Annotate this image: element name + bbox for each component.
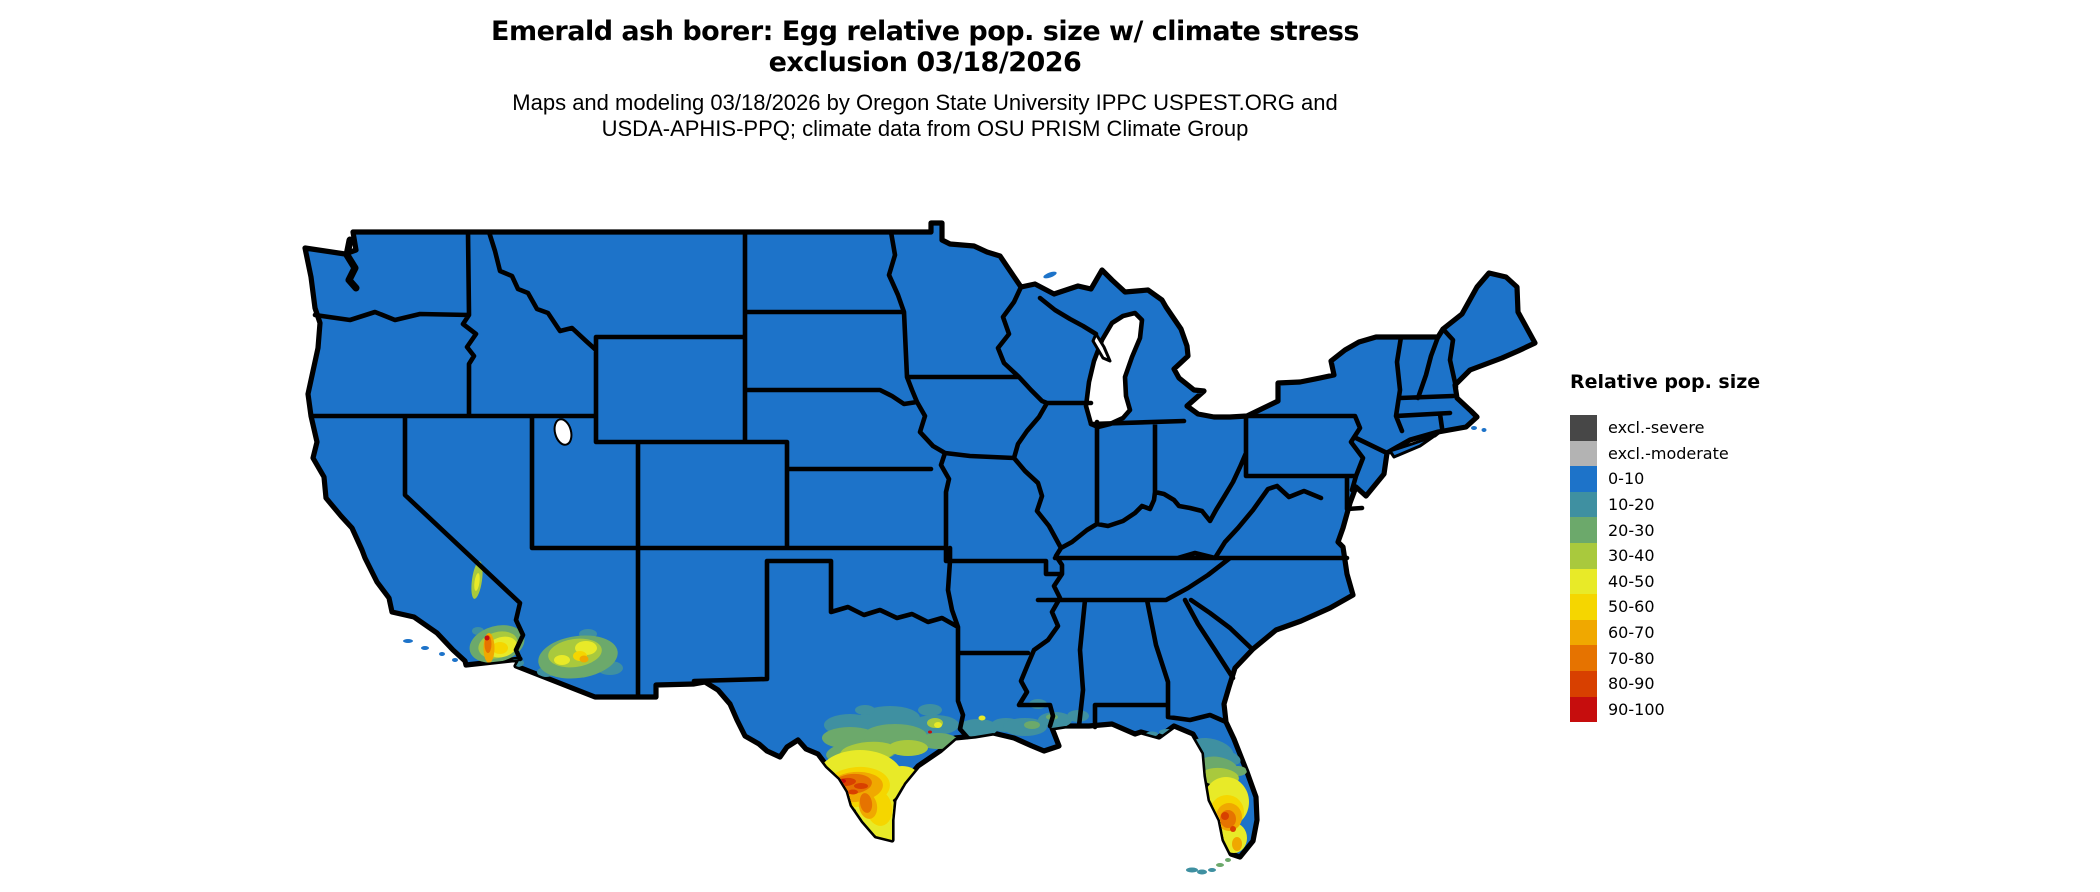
us-map bbox=[290, 220, 1560, 890]
heat-class-90-100 bbox=[484, 635, 932, 783]
legend-row: excl.-moderate bbox=[1570, 440, 1870, 467]
title-line-2: exclusion 03/18/2026 bbox=[768, 47, 1082, 78]
subtitle-line-1: Maps and modeling 03/18/2026 by Oregon S… bbox=[512, 90, 1338, 115]
land-base bbox=[302, 220, 1538, 860]
heat-overlays bbox=[469, 561, 1249, 853]
legend-swatch-90-100 bbox=[1570, 696, 1597, 723]
legend-swatch-80-90 bbox=[1570, 670, 1597, 697]
great-lakes bbox=[553, 310, 1145, 446]
florida-keys bbox=[1186, 858, 1231, 875]
green-bay bbox=[1091, 332, 1112, 363]
long-island bbox=[1388, 430, 1442, 459]
legend-swatch-20-30 bbox=[1570, 517, 1597, 543]
lake-michigan bbox=[1083, 310, 1145, 430]
legend-label: 90-100 bbox=[1608, 699, 1665, 719]
legend-swatch-40-50 bbox=[1570, 568, 1597, 595]
map-legend: Relative pop. size excl.-severe excl.-mo… bbox=[1570, 371, 1870, 723]
legend-row: 60-70 bbox=[1570, 619, 1870, 646]
legend-swatch-0-10 bbox=[1570, 466, 1597, 492]
title-line-1: Emerald ash borer: Egg relative pop. siz… bbox=[491, 16, 1359, 47]
legend-label: 10-20 bbox=[1608, 495, 1655, 515]
legend-row: excl.-severe bbox=[1570, 415, 1870, 441]
subtitle-line-2: USDA-APHIS-PPQ; climate data from OSU PR… bbox=[601, 116, 1249, 141]
legend-label: 20-30 bbox=[1608, 520, 1655, 540]
legend-title: Relative pop. size bbox=[1570, 371, 1761, 393]
legend-row: 10-20 bbox=[1570, 491, 1870, 518]
legend-row: 30-40 bbox=[1570, 542, 1870, 569]
legend-label: excl.-severe bbox=[1608, 418, 1705, 438]
legend-label: 30-40 bbox=[1608, 546, 1655, 566]
legend-label: 70-80 bbox=[1608, 648, 1655, 668]
legend-label: 50-60 bbox=[1608, 597, 1655, 617]
legend-row: 70-80 bbox=[1570, 645, 1870, 671]
legend-swatch-excl-moderate bbox=[1570, 440, 1597, 467]
legend-swatch-70-80 bbox=[1570, 645, 1597, 671]
legend-label: 60-70 bbox=[1608, 623, 1655, 643]
legend-swatch-excl-severe bbox=[1570, 415, 1597, 441]
great-salt-lake bbox=[553, 418, 573, 446]
legend-row: 20-30 bbox=[1570, 517, 1870, 543]
legend-label: excl.-moderate bbox=[1608, 443, 1729, 463]
map-subtitle: Maps and modeling 03/18/2026 by Oregon S… bbox=[0, 90, 1850, 142]
legend-swatch-30-40 bbox=[1570, 542, 1597, 569]
legend-label: 0-10 bbox=[1608, 469, 1645, 489]
legend-row: 50-60 bbox=[1570, 594, 1870, 620]
legend-swatch-10-20 bbox=[1570, 491, 1597, 518]
us-map-svg bbox=[302, 220, 1538, 875]
map-title: Emerald ash borer: Egg relative pop. siz… bbox=[0, 16, 1850, 78]
channel-islands bbox=[403, 639, 413, 643]
state-borders bbox=[308, 229, 1459, 740]
legend-row: 0-10 bbox=[1570, 466, 1870, 492]
legend-swatch-50-60 bbox=[1570, 594, 1597, 620]
legend-label: 40-50 bbox=[1608, 571, 1655, 591]
legend-label: 80-90 bbox=[1608, 674, 1655, 694]
puget-sound bbox=[343, 236, 360, 292]
legend-items: excl.-severe excl.-moderate 0-10 10-20 2… bbox=[1570, 415, 1870, 723]
legend-row: 80-90 bbox=[1570, 670, 1870, 697]
legend-swatch-60-70 bbox=[1570, 619, 1597, 646]
legend-row: 40-50 bbox=[1570, 568, 1870, 595]
legend-row: 90-100 bbox=[1570, 696, 1870, 723]
